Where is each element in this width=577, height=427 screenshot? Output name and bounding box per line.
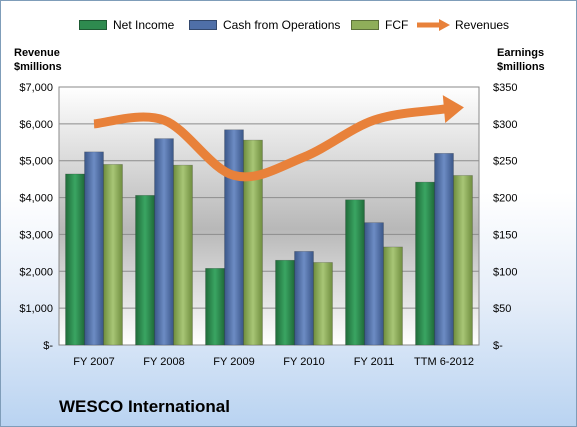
left-tick-label: $7,000 [19, 82, 53, 94]
right-tick-label: $350 [493, 82, 517, 94]
right-tick-label: $250 [493, 156, 517, 168]
bar-cash-from-operations [294, 251, 314, 346]
right-tick-label: $50 [493, 303, 511, 315]
right-axis-title-line2: $millions [497, 61, 545, 73]
legend-item-fcf: FCF [351, 15, 408, 35]
bar-net-income [65, 173, 85, 346]
revenue-series-line [93, 104, 449, 182]
x-tick-label: FY 2010 [283, 356, 324, 368]
bar-fcf [453, 175, 473, 346]
legend-label-fcf: FCF [385, 18, 409, 32]
legend-item-cash-from-operations: Cash from Operations [189, 15, 340, 35]
bar-net-income [275, 259, 295, 346]
legend-item-net-income: Net Income [79, 15, 174, 35]
x-tick-label: TTM 6-2012 [414, 356, 474, 368]
bar-net-income [135, 195, 155, 346]
right-tick-label: $- [493, 340, 503, 352]
left-tick-label: $1,000 [19, 303, 53, 315]
right-axis-title: Earnings $millions [497, 46, 545, 74]
legend-swatch-fcf [351, 20, 379, 30]
left-tick-label: $3,000 [19, 229, 53, 241]
bar-net-income [205, 268, 225, 346]
left-axis-title: Revenue $millions [14, 46, 62, 74]
arrow-icon [417, 19, 450, 31]
x-tick-label: FY 2008 [143, 356, 184, 368]
bar-cash-from-operations [434, 153, 454, 346]
legend: Net Income Cash from Operations FCF Reve… [1, 15, 576, 35]
right-tick-label: $150 [493, 229, 517, 241]
right-axis-title-line1: Earnings [497, 47, 545, 59]
bar-cash-from-operations [154, 138, 174, 346]
left-tick-label: $6,000 [19, 119, 53, 131]
revenue-arrowhead [442, 95, 464, 124]
bars [65, 129, 473, 346]
left-tick-label: $2,000 [19, 266, 53, 278]
bar-fcf [313, 262, 333, 346]
left-tick-label: $5,000 [19, 156, 53, 168]
bar-cash-from-operations [84, 151, 104, 346]
bar-cash-from-operations [224, 129, 244, 346]
legend-swatch-cash-from-operations [189, 20, 217, 30]
legend-label-net-income: Net Income [113, 18, 175, 32]
chart-title: WESCO International [59, 397, 230, 416]
left-tick-label: $- [43, 340, 53, 352]
legend-swatch-net-income [79, 20, 107, 30]
right-tick-label: $300 [493, 119, 517, 131]
legend-item-revenues: Revenues [415, 15, 509, 35]
right-tick-label: $100 [493, 266, 517, 278]
gridlines [59, 123, 479, 309]
x-tick-label: FY 2009 [213, 356, 254, 368]
legend-label-revenues: Revenues [455, 18, 510, 32]
plot-area [58, 86, 480, 346]
revenue-line [93, 95, 464, 182]
left-axis-title-line2: $millions [14, 61, 62, 73]
right-tick-label: $200 [493, 193, 517, 205]
bar-cash-from-operations [364, 222, 384, 346]
legend-label-cash-from-operations: Cash from Operations [223, 18, 341, 32]
left-tick-label: $4,000 [19, 193, 53, 205]
tick-labels: $- $- $1,000 $50 $2,000 $100 $3,000 $150 $4,000 $… [19, 82, 517, 368]
bar-net-income [415, 181, 435, 346]
bar-fcf [173, 164, 193, 346]
x-tick-label: FY 2007 [73, 356, 114, 368]
bar-fcf [103, 164, 123, 346]
bar-net-income [345, 199, 365, 346]
x-tick-label: FY 2011 [354, 356, 395, 368]
bar-fcf [383, 246, 403, 346]
left-axis-title-line1: Revenue [14, 47, 60, 59]
bar-fcf [243, 139, 263, 346]
